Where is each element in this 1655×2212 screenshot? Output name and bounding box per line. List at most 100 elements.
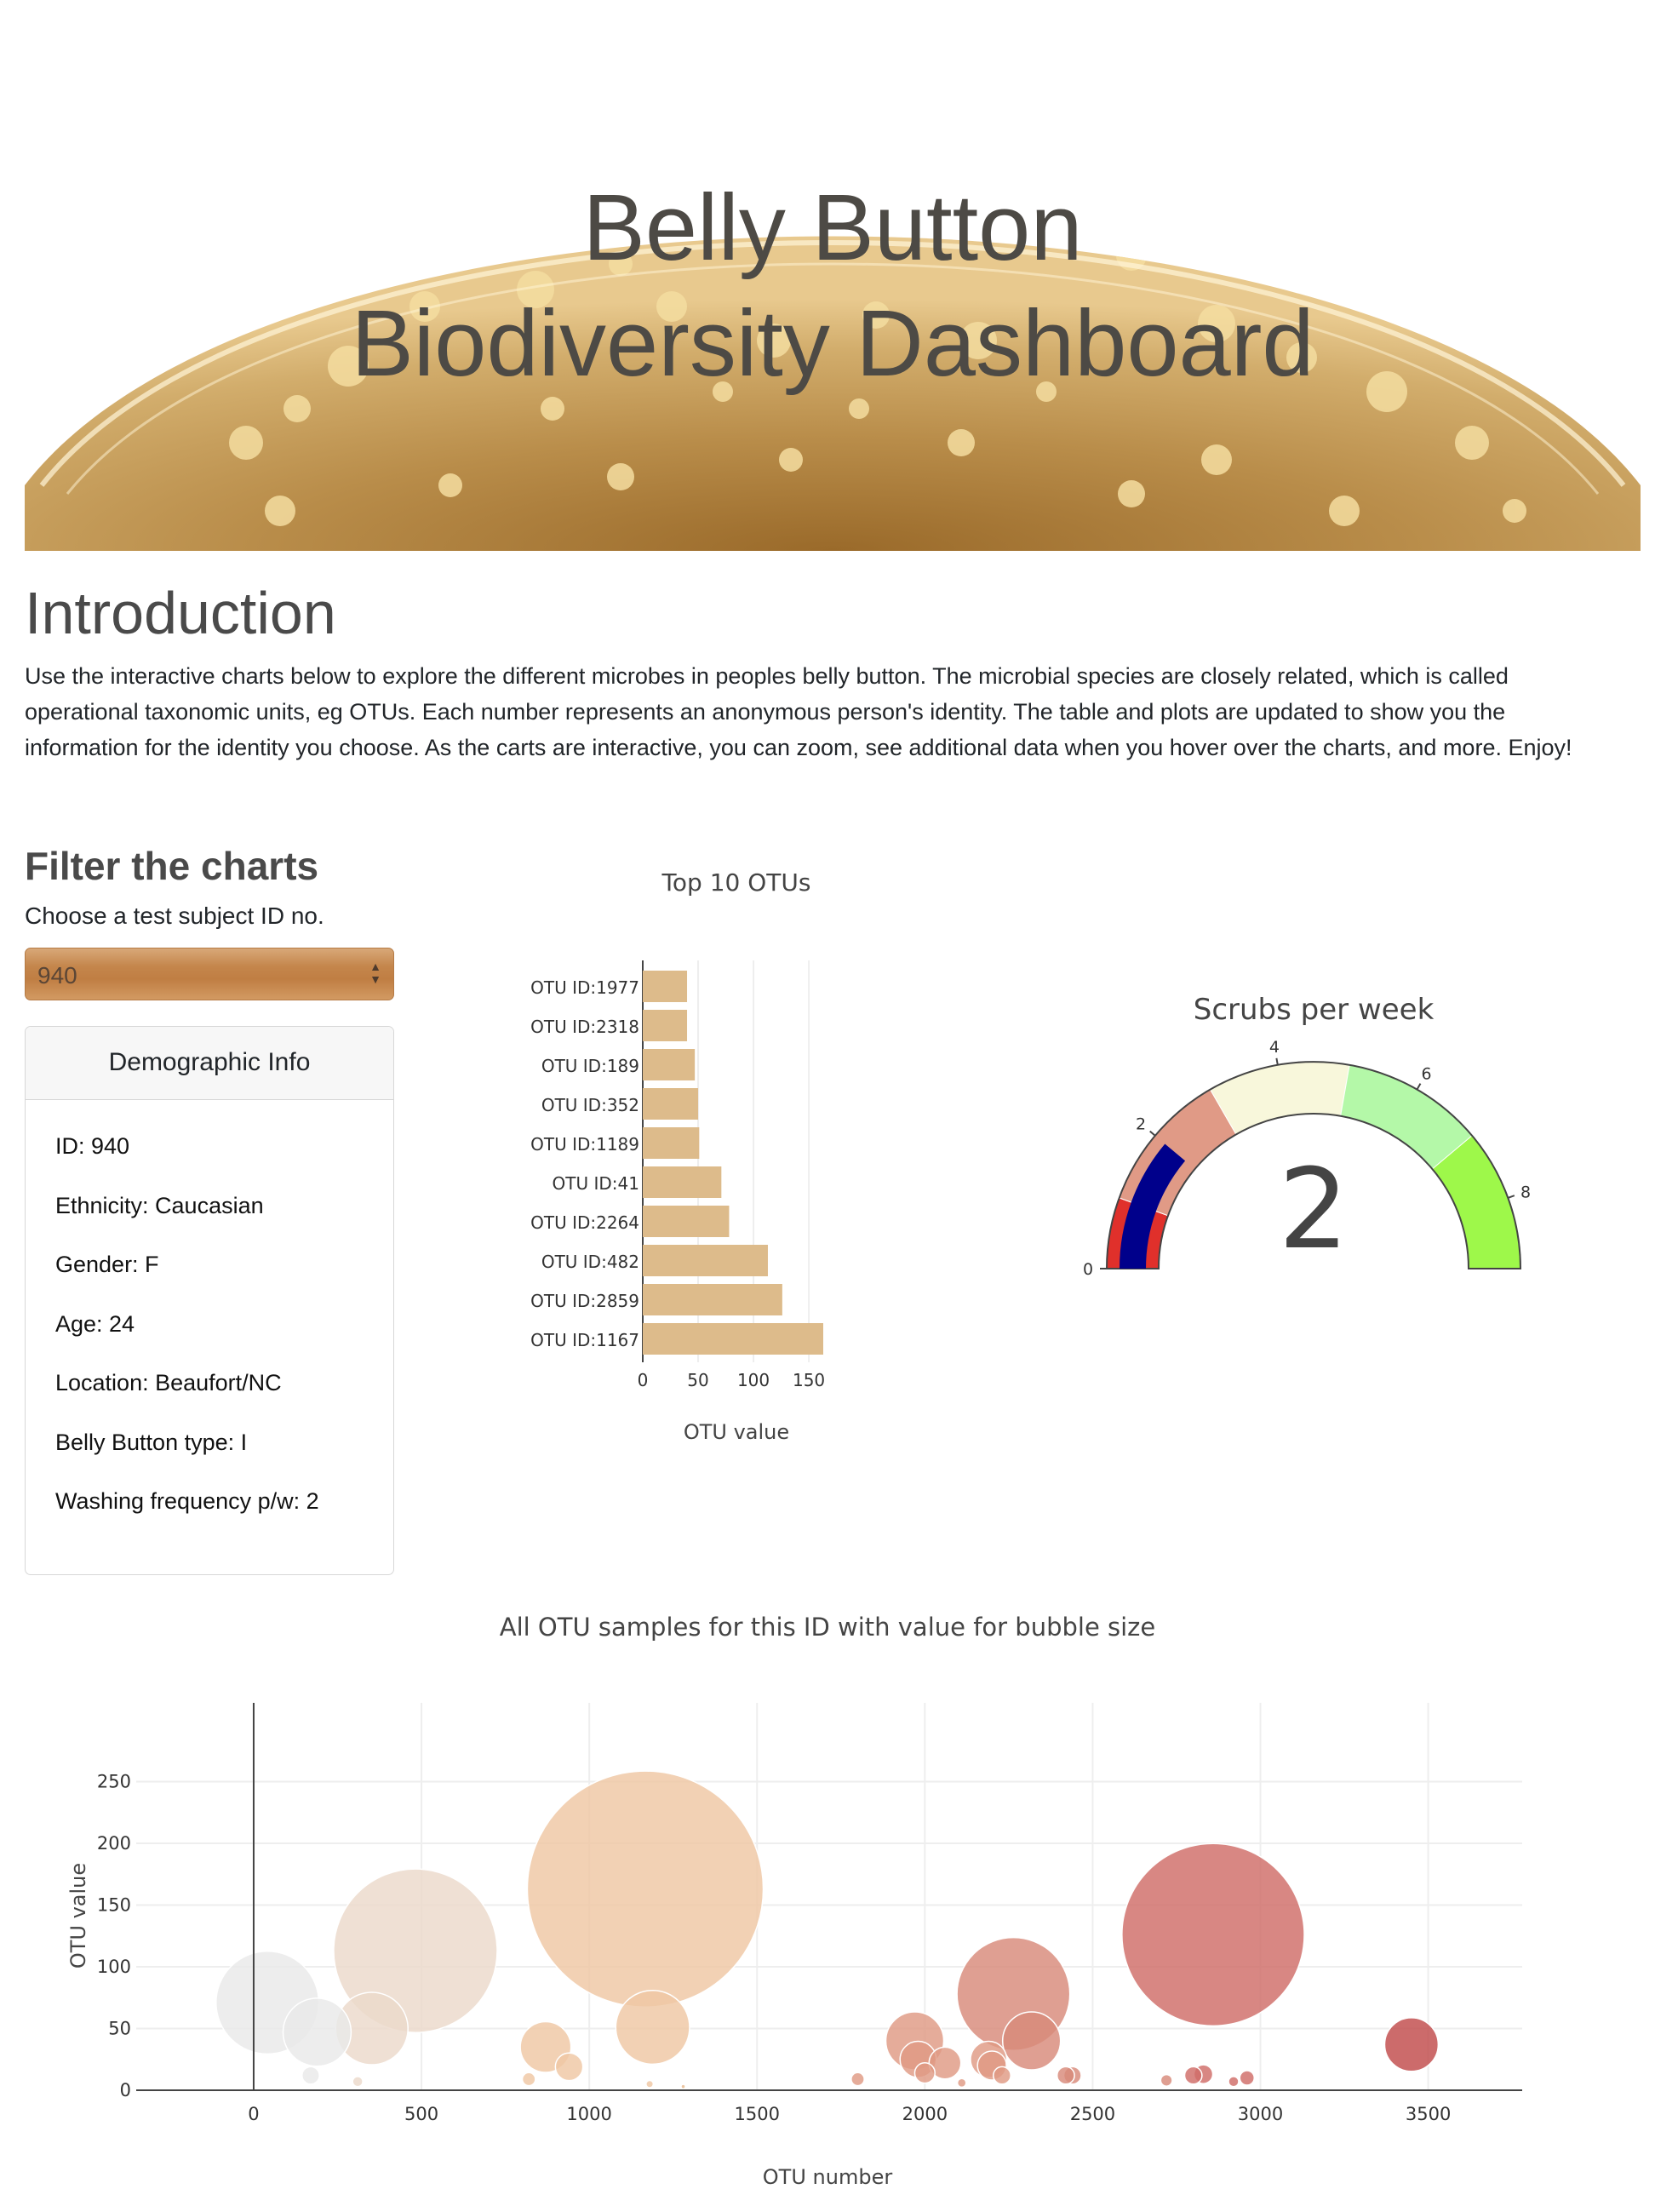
select-arrows-icon: ▲ ▼ bbox=[369, 960, 381, 986]
gauge-value-bar bbox=[1120, 1143, 1186, 1269]
bar-category-label: OTU ID:1977 bbox=[530, 977, 639, 998]
bubble[interactable] bbox=[1056, 2066, 1075, 2085]
gauge-tick bbox=[1275, 1057, 1279, 1065]
bar[interactable] bbox=[643, 1245, 768, 1276]
bubble[interactable] bbox=[615, 1989, 690, 2066]
otu-bubble-chart[interactable]: All OTU samples for this ID with value f… bbox=[0, 1601, 1655, 2212]
filter-heading: Filter the charts bbox=[25, 844, 319, 888]
bar-category-label: OTU ID:2264 bbox=[530, 1212, 639, 1233]
bubble[interactable] bbox=[913, 2062, 936, 2084]
bubble[interactable] bbox=[680, 2083, 686, 2089]
bar-category-label: OTU ID:482 bbox=[541, 1252, 639, 1272]
bubble[interactable] bbox=[850, 2072, 865, 2087]
bubble[interactable] bbox=[956, 2077, 967, 2089]
bar-category-label: OTU ID:189 bbox=[541, 1056, 639, 1076]
bubble[interactable] bbox=[282, 1997, 352, 2067]
top10-bar-chart[interactable]: Top 10 OTUs OTU ID:1977 OTU ID:2318 OTU ID… bbox=[477, 860, 953, 1473]
bubble-x-tick-label: 500 bbox=[404, 2104, 438, 2124]
bar-x-tick-label: 100 bbox=[737, 1370, 770, 1390]
demo-wfreq: Washing frequency p/w: 2 bbox=[55, 1488, 319, 1514]
bubble-x-tick-label: 2000 bbox=[902, 2104, 948, 2124]
bubble[interactable] bbox=[993, 2066, 1011, 2085]
bar[interactable] bbox=[643, 1323, 823, 1355]
bubble[interactable] bbox=[1239, 2070, 1256, 2086]
bubble-y-tick-label: 150 bbox=[97, 1895, 131, 1916]
bubble[interactable] bbox=[1228, 2076, 1240, 2088]
bar-category-label: OTU ID:1167 bbox=[530, 1330, 639, 1350]
bubble[interactable] bbox=[1383, 2017, 1440, 2072]
bar-chart-x-ticks: 0 50 100 150 bbox=[638, 1370, 826, 1390]
bubble-x-tick-label: 0 bbox=[248, 2104, 259, 2124]
bar[interactable] bbox=[643, 1010, 688, 1041]
bar[interactable] bbox=[643, 1049, 696, 1080]
gauge-tick-label: 6 bbox=[1421, 1065, 1431, 1084]
bar[interactable] bbox=[643, 971, 688, 1002]
bar-x-tick-label: 150 bbox=[793, 1370, 825, 1390]
demographic-panel: Demographic Info ID: 940 Ethnicity: Cauc… bbox=[25, 1026, 394, 1575]
bubble-x-tick-label: 1000 bbox=[566, 2104, 611, 2124]
bubble-x-tick-label: 1500 bbox=[735, 2104, 780, 2124]
demo-bbtype: Belly Button type: I bbox=[55, 1429, 248, 1455]
bubble-x-tick-label: 2500 bbox=[1070, 2104, 1115, 2124]
page-title: Belly Button Biodiversity Dashboard bbox=[25, 170, 1641, 402]
gauge-tick bbox=[1149, 1130, 1156, 1137]
bubble-chart-ylabel: OTU value bbox=[66, 1863, 90, 1968]
petri-dish-image bbox=[25, 236, 1641, 551]
bar[interactable] bbox=[643, 1166, 722, 1198]
bubble-y-tick-label: 100 bbox=[97, 1957, 131, 1977]
bubble-x-tick-label: 3000 bbox=[1238, 2104, 1283, 2124]
gauge-tick bbox=[1416, 1083, 1422, 1091]
subject-id-selected: 940 bbox=[37, 962, 77, 989]
bubble-y-tick-label: 200 bbox=[97, 1833, 131, 1854]
bar[interactable] bbox=[643, 1284, 782, 1315]
demo-ethnicity: Ethnicity: Caucasian bbox=[55, 1192, 264, 1218]
bubble[interactable] bbox=[301, 2066, 320, 2085]
hero-banner: Belly Button Biodiversity Dashboard bbox=[25, 85, 1641, 551]
bar-category-label: OTU ID:352 bbox=[541, 1095, 639, 1115]
bar-category-label: OTU ID:41 bbox=[553, 1173, 639, 1194]
bubble-chart-points bbox=[215, 1770, 1440, 2089]
bar[interactable] bbox=[643, 1127, 700, 1159]
gauge-tick-label: 8 bbox=[1520, 1183, 1531, 1201]
bubble-y-tick-label: 50 bbox=[108, 2019, 131, 2039]
subject-select-label: Choose a test subject ID no. bbox=[25, 903, 324, 929]
page-title-line1: Belly Button bbox=[582, 175, 1083, 280]
bubble[interactable] bbox=[645, 2079, 655, 2089]
demo-gender: Gender: F bbox=[55, 1252, 159, 1277]
bubble-chart-title: All OTU samples for this ID with value f… bbox=[500, 1613, 1155, 1642]
gauge-title: Scrubs per week bbox=[1194, 993, 1435, 1027]
subject-id-select[interactable]: 940 ▲ ▼ bbox=[25, 948, 394, 1000]
bar[interactable] bbox=[643, 1088, 699, 1120]
bubble-chart-xlabel: OTU number bbox=[763, 2165, 893, 2189]
gauge-tick-label: 2 bbox=[1136, 1115, 1146, 1134]
bubble[interactable] bbox=[526, 1770, 765, 2008]
bubble[interactable] bbox=[1183, 2066, 1203, 2085]
bubble[interactable] bbox=[1160, 2073, 1173, 2087]
bar-category-label: OTU ID:2318 bbox=[530, 1017, 639, 1037]
scrubs-gauge-chart[interactable]: Scrubs per week 0 2 4 6 8 2 bbox=[1056, 979, 1583, 1320]
gauge-ticks: 0 2 4 6 8 bbox=[1083, 1038, 1531, 1279]
bar-x-tick-label: 50 bbox=[687, 1370, 708, 1390]
demo-id: ID: 940 bbox=[55, 1133, 130, 1159]
bar-chart-bars bbox=[643, 971, 823, 1355]
bar[interactable] bbox=[643, 1206, 730, 1237]
page-title-line2: Biodiversity Dashboard bbox=[351, 291, 1314, 396]
bar-category-label: OTU ID:2859 bbox=[530, 1291, 639, 1311]
gauge-tick-label: 0 bbox=[1083, 1260, 1093, 1279]
bubble[interactable] bbox=[1001, 2011, 1062, 2071]
gauge-tick-label: 4 bbox=[1269, 1038, 1280, 1057]
bubble[interactable] bbox=[521, 2072, 536, 2087]
demo-age: Age: 24 bbox=[55, 1310, 135, 1337]
bar-x-tick-label: 0 bbox=[638, 1370, 649, 1390]
bubble[interactable] bbox=[352, 2076, 364, 2088]
bubble-y-tick-label: 0 bbox=[120, 2080, 131, 2100]
gauge-step bbox=[1209, 1061, 1350, 1136]
gauge-value-fill bbox=[1120, 1143, 1186, 1269]
bar-chart-title: Top 10 OTUs bbox=[661, 868, 811, 897]
gauge-tick bbox=[1508, 1195, 1515, 1199]
bubble[interactable] bbox=[1121, 1842, 1305, 2027]
bubble[interactable] bbox=[333, 1868, 498, 2033]
demo-location: Location: Beaufort/NC bbox=[55, 1370, 282, 1395]
bubble[interactable] bbox=[554, 2052, 584, 2082]
demographic-panel-body: ID: 940 Ethnicity: Caucasian Gender: F A… bbox=[26, 1100, 393, 1515]
